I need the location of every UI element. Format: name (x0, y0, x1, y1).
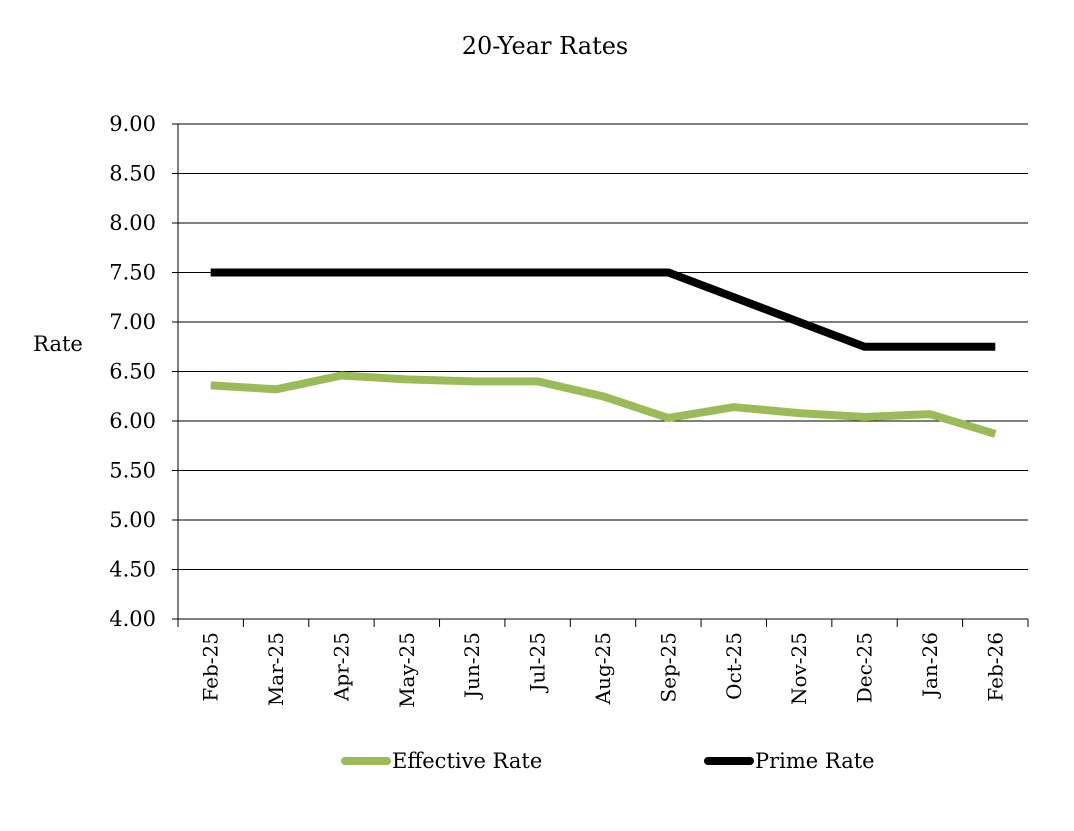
chart-title: 20-Year Rates (462, 32, 628, 60)
y-axis-label: Rate (33, 332, 83, 356)
x-tick-label: Jan-26 (918, 632, 942, 699)
x-tick-label: Oct-25 (722, 632, 746, 700)
y-tick-label: 4.50 (109, 558, 156, 582)
x-tick-label: Jun-25 (460, 632, 484, 700)
x-tick-label: Apr-25 (329, 632, 353, 702)
x-tick-label: Dec-25 (853, 632, 877, 703)
y-tick-labels: 4.00 4.50 5.00 5.50 6.00 6.50 7.00 7.50 8.00 8.50… (109, 112, 156, 631)
legend: Effective Rate Prime Rate (341, 749, 875, 773)
y-tick-label: 7.00 (109, 310, 156, 334)
y-tick-label: 5.50 (109, 459, 156, 483)
x-tick-label: Feb-25 (199, 632, 223, 702)
x-tick-label: Nov-25 (787, 632, 811, 705)
x-tick-label: Mar-25 (264, 632, 288, 706)
x-tick-label: Sep-25 (656, 632, 680, 703)
legend-label: Effective Rate (392, 749, 542, 773)
axes (172, 123, 1029, 627)
y-tick-label: 6.00 (109, 409, 156, 433)
y-tick-label: 8.00 (109, 211, 156, 235)
y-tick-label: 7.50 (109, 261, 156, 285)
y-tick-label: 4.00 (109, 607, 156, 631)
legend-label: Prime Rate (755, 749, 875, 773)
y-tick-label: 5.00 (109, 508, 156, 532)
x-tick-label: Aug-25 (591, 632, 615, 705)
y-tick-label: 8.50 (109, 162, 156, 186)
x-tick-label: May-25 (395, 632, 419, 708)
y-tick-label: 6.50 (109, 360, 156, 384)
y-tick-label: 9.00 (109, 112, 156, 136)
x-tick-label: Feb-26 (983, 632, 1007, 702)
series-line-effective-rate (210, 371, 997, 438)
x-tick-labels: Feb-25 Mar-25 Apr-25 May-25 Jun-25 Jul-25 Aug-… (199, 632, 1008, 708)
series-lines (210, 268, 997, 438)
series-line-prime-rate (210, 268, 996, 351)
x-tick-label: Jul-25 (526, 632, 550, 694)
